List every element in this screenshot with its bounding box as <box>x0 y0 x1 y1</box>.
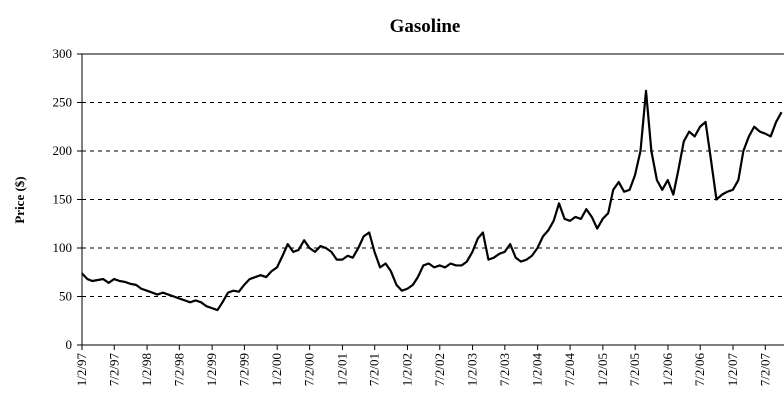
y-tick-label: 300 <box>53 46 73 61</box>
x-tick-label: 7/2/03 <box>497 353 512 386</box>
y-tick-label: 200 <box>53 143 73 158</box>
x-tick-label: 1/2/06 <box>660 353 675 387</box>
x-tick-label: 7/2/97 <box>106 353 121 387</box>
y-tick-label: 150 <box>53 192 73 207</box>
y-tick-label: 50 <box>59 289 72 304</box>
x-tick-label: 7/2/05 <box>627 353 642 386</box>
x-tick-label: 1/2/02 <box>400 353 415 386</box>
y-tick-label: 0 <box>66 337 73 352</box>
x-tick-label: 1/2/04 <box>530 353 545 387</box>
x-tick-label: 7/2/01 <box>367 353 382 386</box>
x-tick-label: 1/2/07 <box>725 353 740 387</box>
y-tick-label: 100 <box>53 240 73 255</box>
x-tick-label: 1/2/99 <box>204 353 219 386</box>
x-tick-label: 7/2/06 <box>692 353 707 387</box>
x-tick-label: 1/2/98 <box>139 353 154 386</box>
x-tick-label: 1/2/01 <box>334 353 349 386</box>
price-line <box>81 89 783 312</box>
x-tick-label: 7/2/99 <box>236 353 251 386</box>
x-tick-label: 1/2/03 <box>465 353 480 386</box>
x-tick-label: 7/2/02 <box>432 353 447 386</box>
x-tick-label: 1/2/00 <box>269 353 284 386</box>
x-tick-label: 7/2/07 <box>757 353 772 387</box>
x-tick-label: 7/2/00 <box>302 353 317 386</box>
x-tick-label: 7/2/04 <box>562 353 577 387</box>
chart-title: Gasoline <box>390 16 461 37</box>
x-tick-label: 1/2/97 <box>74 353 89 387</box>
y-axis-label: Price ($) <box>12 176 27 223</box>
y-tick-label: 250 <box>53 95 73 110</box>
x-tick-label: 1/2/05 <box>595 353 610 386</box>
x-tick-label: 7/2/98 <box>171 353 186 386</box>
